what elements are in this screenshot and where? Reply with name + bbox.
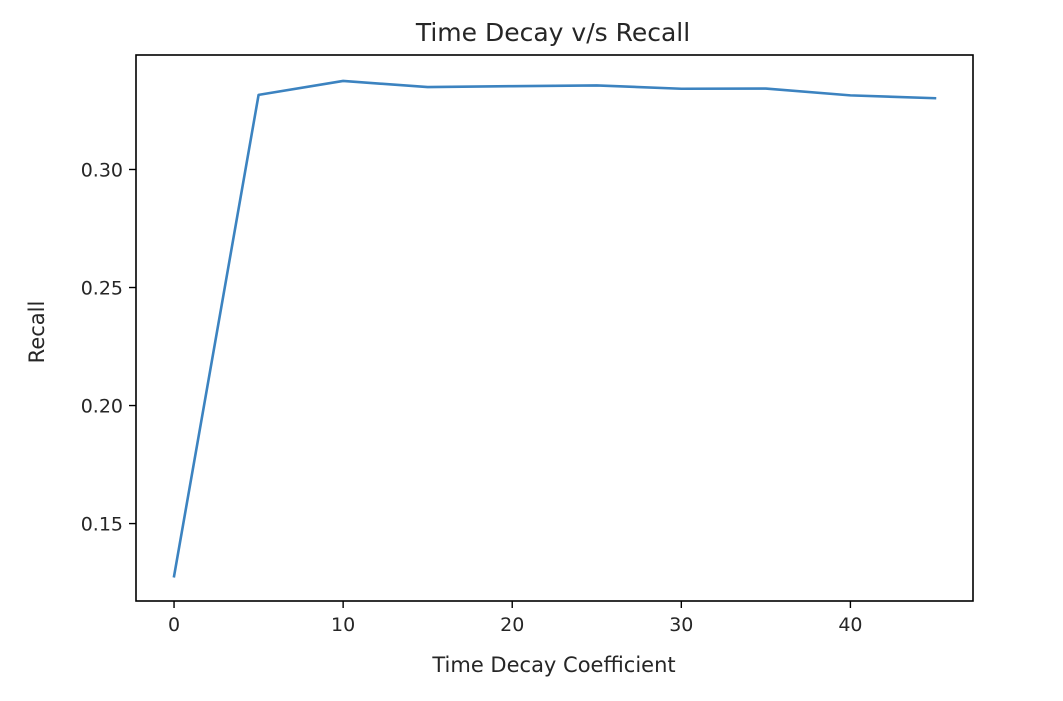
x-tick-label: 0	[168, 614, 180, 636]
y-tick-label: 0.20	[81, 396, 123, 418]
x-tick-label: 30	[669, 614, 693, 636]
chart-title: Time Decay v/s Recall	[415, 18, 690, 47]
y-tick-label: 0.30	[81, 159, 123, 181]
x-tick-label: 40	[838, 614, 862, 636]
plot-frame	[135, 54, 974, 602]
x-tick-label: 20	[500, 614, 524, 636]
x-axis-title: Time Decay Coefficient	[431, 653, 675, 677]
y-tick-label: 0.15	[81, 514, 123, 536]
x-tick-label: 10	[331, 614, 355, 636]
y-tick-label: 0.25	[81, 278, 123, 300]
x-axis-ticks: 0 10 20 30 40	[168, 601, 863, 636]
y-axis-ticks: 0.15 0.20 0.25 0.30	[81, 159, 136, 536]
series-line-0	[172, 79, 937, 578]
plot-area	[135, 54, 974, 602]
y-axis-title: Recall	[25, 301, 49, 364]
